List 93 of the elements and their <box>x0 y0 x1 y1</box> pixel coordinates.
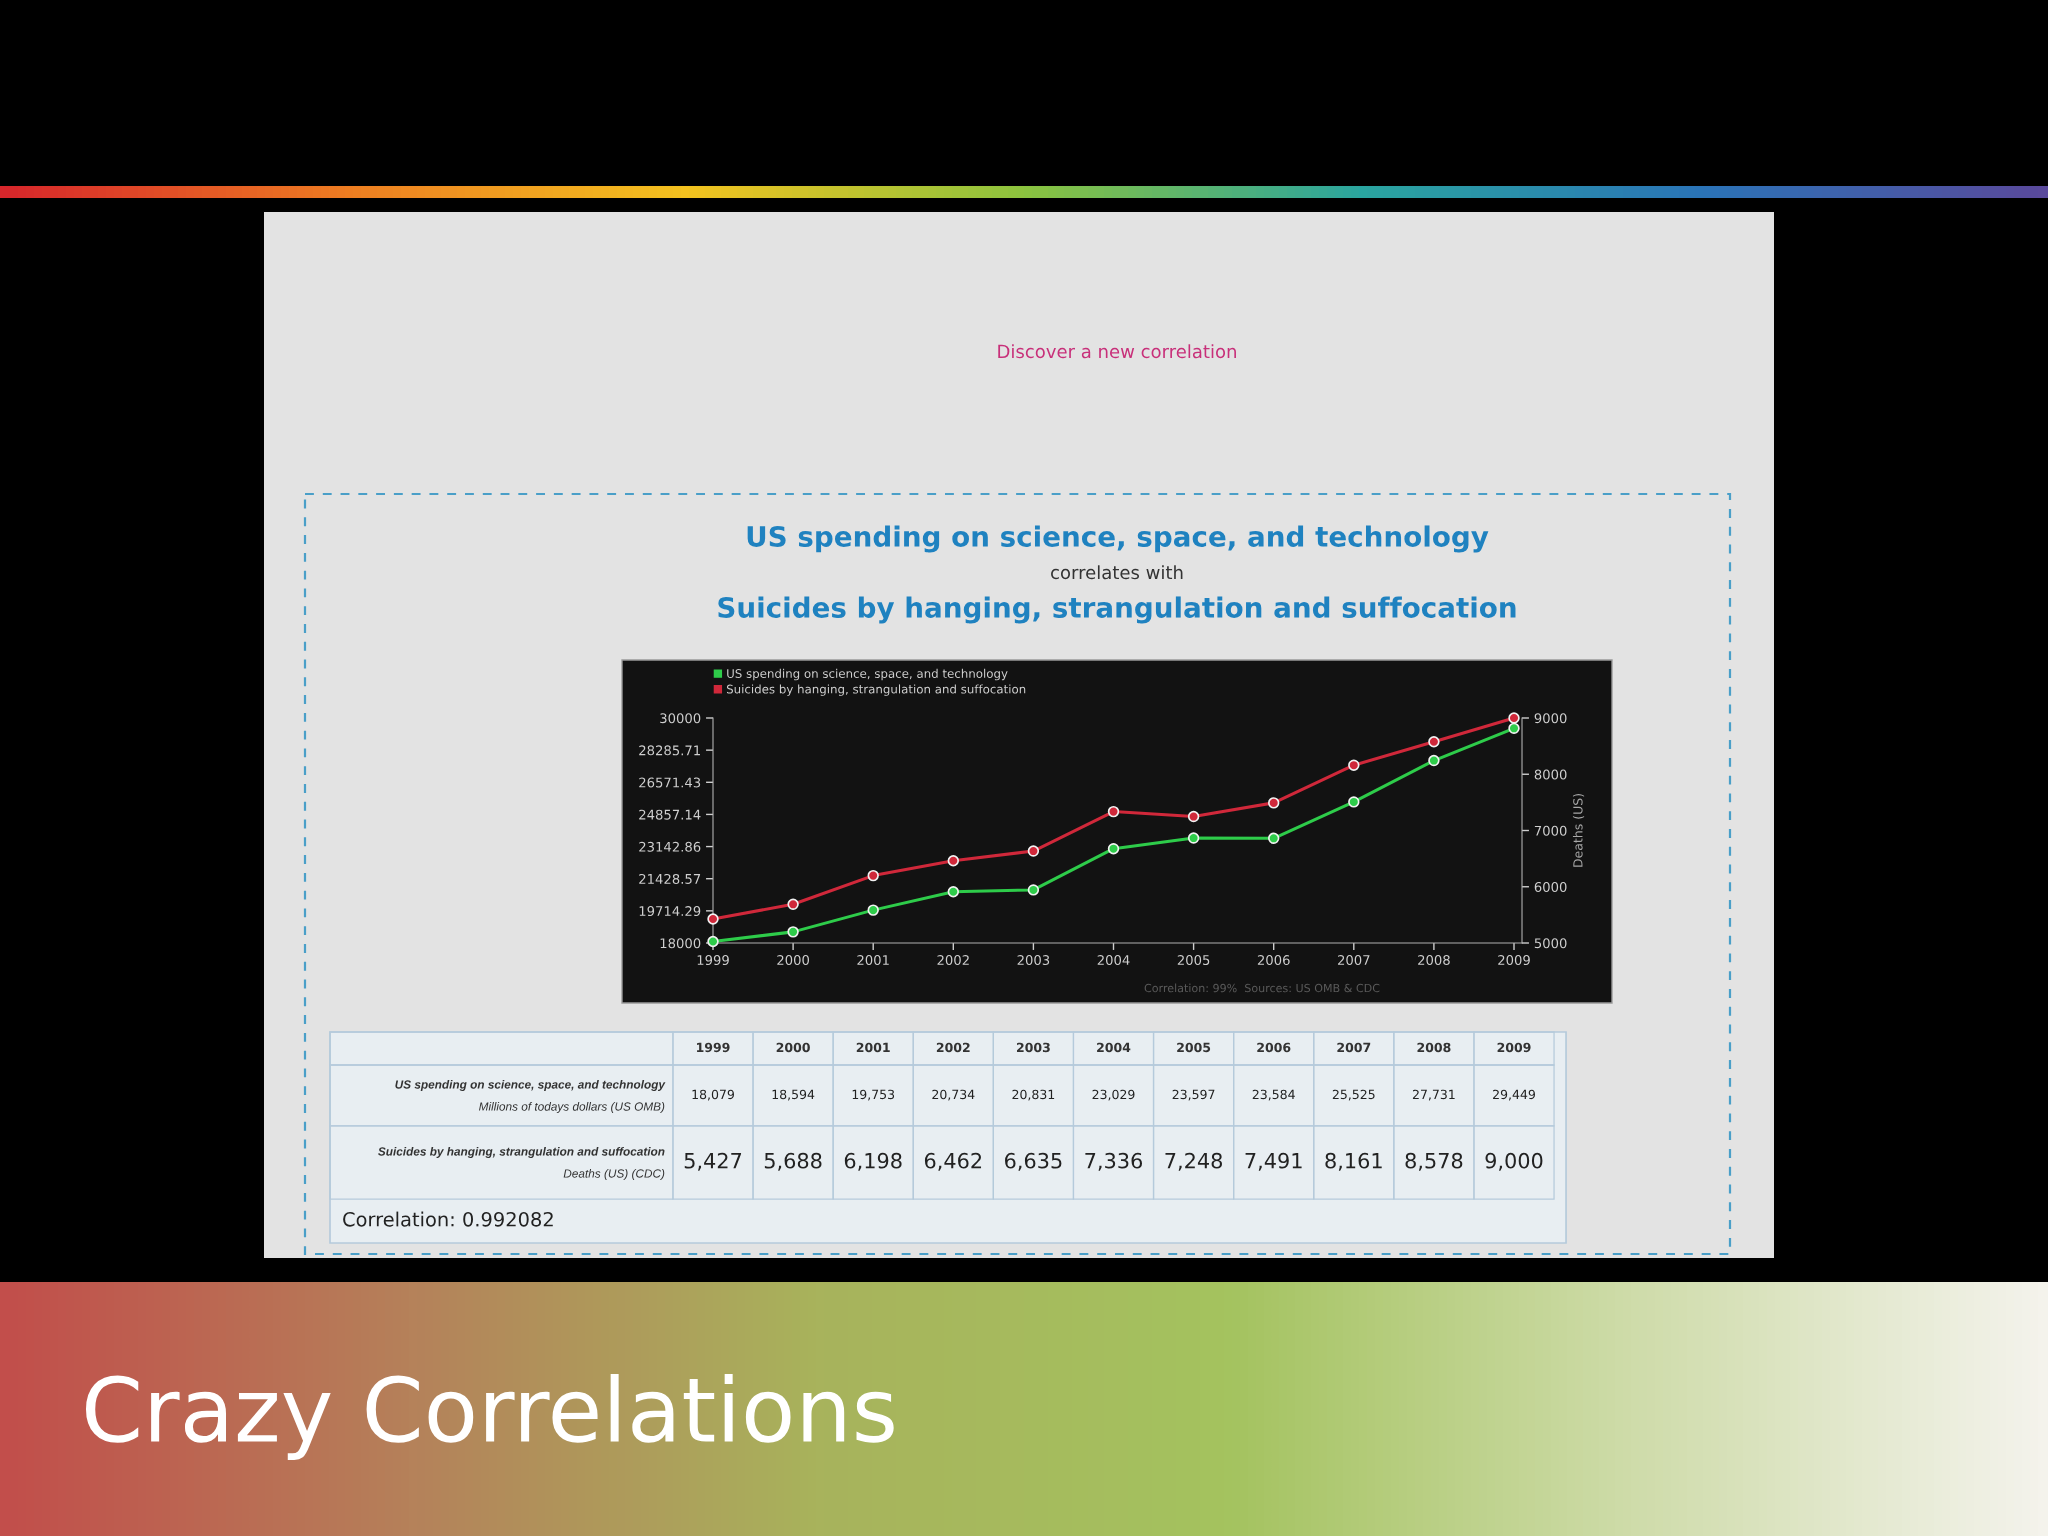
data-label: 7,336 <box>1085 1152 1143 1171</box>
point <box>1428 754 1440 767</box>
text: Correlation: 99% Sources: US OMB & CDC <box>1144 983 1380 993</box>
data-label: 5,427 <box>684 1152 742 1171</box>
y2-tick-label: 5000 <box>1534 938 1567 949</box>
x-tick-label: 2001 <box>857 955 889 966</box>
point <box>1107 805 1120 818</box>
x-tick-label: 2008 <box>1418 955 1450 966</box>
chart-subtitle: correlates with <box>1051 565 1183 580</box>
x-tick-label: 2005 <box>1177 955 1210 966</box>
data-label: 8,578 <box>1405 1152 1463 1171</box>
y2-tick-label: 6000 <box>1534 881 1567 892</box>
point <box>1348 759 1360 771</box>
category-label: 1999 <box>697 1042 730 1053</box>
y-tick-label: 21428.57 <box>639 873 701 884</box>
y-tick-label: 30000 <box>660 713 701 724</box>
point <box>1348 796 1360 808</box>
category-label: 2005 <box>1177 1042 1211 1053</box>
legend-label: Suicides by hanging, strangulation and suffocation <box>726 684 1026 696</box>
point <box>1027 845 1040 857</box>
y2-tick-label: 9000 <box>1534 713 1567 724</box>
y2-tick-label: 7000 <box>1534 825 1567 836</box>
y-tick-label: 18000 <box>660 938 701 949</box>
chart-title: US spending on science, space, and technology <box>747 525 1489 553</box>
point <box>787 898 799 910</box>
point <box>707 913 719 925</box>
text: Correlation: 0.992082 <box>343 1211 553 1227</box>
point <box>1187 832 1200 844</box>
point <box>1428 736 1440 748</box>
x-tick-label: 2009 <box>1498 955 1530 966</box>
data-label: 7,491 <box>1245 1152 1302 1171</box>
point <box>947 855 959 867</box>
data-label: 19,753 <box>852 1089 895 1101</box>
point <box>947 886 959 898</box>
text: Suicides by hanging, strangulation and suffocation <box>718 596 1516 624</box>
data-label: 23,584 <box>1252 1089 1295 1101</box>
data-label: 6,462 <box>924 1152 982 1171</box>
data-label: 18,079 <box>692 1089 734 1101</box>
point <box>1508 722 1520 735</box>
data-label: 29,449 <box>1493 1089 1535 1101</box>
data-label: 25,525 <box>1332 1089 1375 1101</box>
point <box>1187 810 1200 823</box>
text: Deaths (US) (CDC) <box>563 1169 665 1180</box>
y-tick-label: 28285.71 <box>639 745 700 756</box>
text: Crazy Correlations <box>85 1373 894 1461</box>
data-label: 18,594 <box>772 1089 815 1101</box>
x-tick-label: 2006 <box>1257 955 1290 966</box>
category-label: 2001 <box>856 1042 890 1053</box>
category-label: 2008 <box>1417 1042 1451 1053</box>
point <box>787 926 799 938</box>
y-tick-label: 19714.29 <box>639 906 701 917</box>
x-tick-label: 2004 <box>1097 955 1130 966</box>
category-label: 2000 <box>776 1042 810 1053</box>
point <box>1107 843 1120 855</box>
point <box>1508 712 1520 724</box>
data-label: 7,248 <box>1165 1152 1222 1171</box>
y2-tick-label: 8000 <box>1534 769 1567 780</box>
y-tick-label: 24857.14 <box>639 809 701 820</box>
data-label: 5,688 <box>764 1152 822 1171</box>
data-label: 27,731 <box>1412 1089 1455 1101</box>
text: US spending on science, space, and technology <box>395 1080 666 1091</box>
data-label: 9,000 <box>1485 1152 1543 1171</box>
data-label: 6,198 <box>844 1152 902 1171</box>
point <box>707 935 719 948</box>
y-tick-label: 23142.86 <box>639 841 701 852</box>
point <box>867 869 879 882</box>
data-label: 20,831 <box>1012 1089 1055 1101</box>
category-label: 2006 <box>1257 1042 1291 1053</box>
legend-label: US spending on science, space, and technology <box>727 668 1008 681</box>
point <box>1268 797 1280 809</box>
category-label: 2007 <box>1337 1042 1371 1053</box>
point <box>867 904 879 916</box>
data-label: 23,029 <box>1092 1089 1135 1101</box>
y-tick-label: 26571.43 <box>639 777 701 788</box>
data-label: 6,635 <box>1005 1152 1062 1171</box>
category-label: 2009 <box>1497 1042 1531 1053</box>
x-tick-label: 2007 <box>1337 955 1370 966</box>
x-tick-label: 2002 <box>937 955 969 966</box>
x-tick-label: 2000 <box>777 955 810 966</box>
y2-axis-title: Deaths (US) <box>1572 794 1585 867</box>
data-label: 23,597 <box>1172 1089 1215 1101</box>
text: Millions of todays dollars (US OMB) <box>479 1102 665 1113</box>
category-label: 2002 <box>936 1042 970 1053</box>
x-tick-label: 2003 <box>1017 955 1050 966</box>
category-label: 2004 <box>1097 1042 1131 1053</box>
point <box>1268 832 1280 844</box>
data-label: 8,161 <box>1325 1152 1382 1171</box>
category-label: 2003 <box>1016 1042 1050 1053</box>
text: Suicides by hanging, strangulation and suffocation <box>378 1147 665 1158</box>
point <box>1027 884 1040 896</box>
text: Discover a new correlation <box>998 344 1236 359</box>
data-label: 20,734 <box>932 1089 975 1101</box>
x-tick-label: 1999 <box>697 955 729 966</box>
